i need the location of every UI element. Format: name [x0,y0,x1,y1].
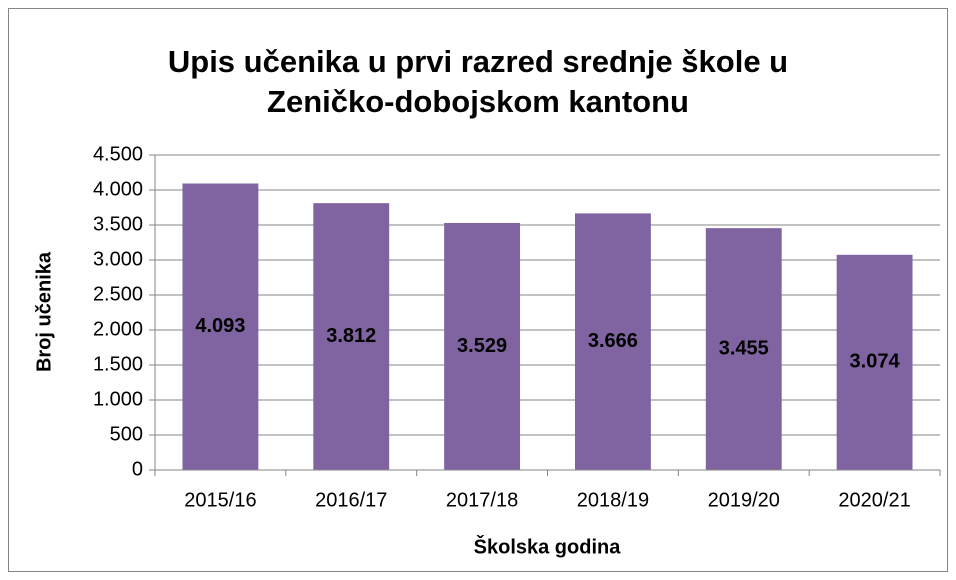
x-tick-label: 2019/20 [708,489,780,511]
data-label: 3.666 [588,330,638,352]
y-tick-label: 2.500 [93,283,143,305]
x-tick-label: 2015/16 [184,489,256,511]
y-tick-label: 2.000 [93,318,143,340]
bar [705,228,782,470]
bar [444,222,521,470]
bar [313,203,390,470]
y-tick-label: 1.000 [93,388,143,410]
y-tick-label: 4.000 [93,178,143,200]
chart-title: Upis učenika u prvi razred srednje škole… [167,44,789,119]
y-tick-label: 500 [110,423,143,445]
y-tick-label: 3.500 [93,213,143,235]
x-axis-label: Školska godina [474,534,622,558]
y-tick-label: 3.000 [93,248,143,270]
data-label: 3.074 [850,351,901,373]
y-tick-label: 4.500 [93,143,143,165]
y-tick-label: 1.500 [93,353,143,375]
x-tick-label: 2016/17 [315,489,387,511]
y-tick-label: 0 [132,458,143,480]
x-tick-label: 2018/19 [577,489,649,511]
y-axis-label: Broj učenika [33,251,55,372]
bar [836,254,913,470]
bar [182,183,259,471]
data-label: 3.812 [326,325,376,347]
bar [574,213,651,470]
x-tick-label: 2017/18 [446,489,518,511]
data-label: 4.093 [195,315,245,337]
x-tick-label: 2020/21 [838,489,910,511]
data-label: 3.529 [457,335,507,357]
data-label: 3.455 [719,337,769,359]
